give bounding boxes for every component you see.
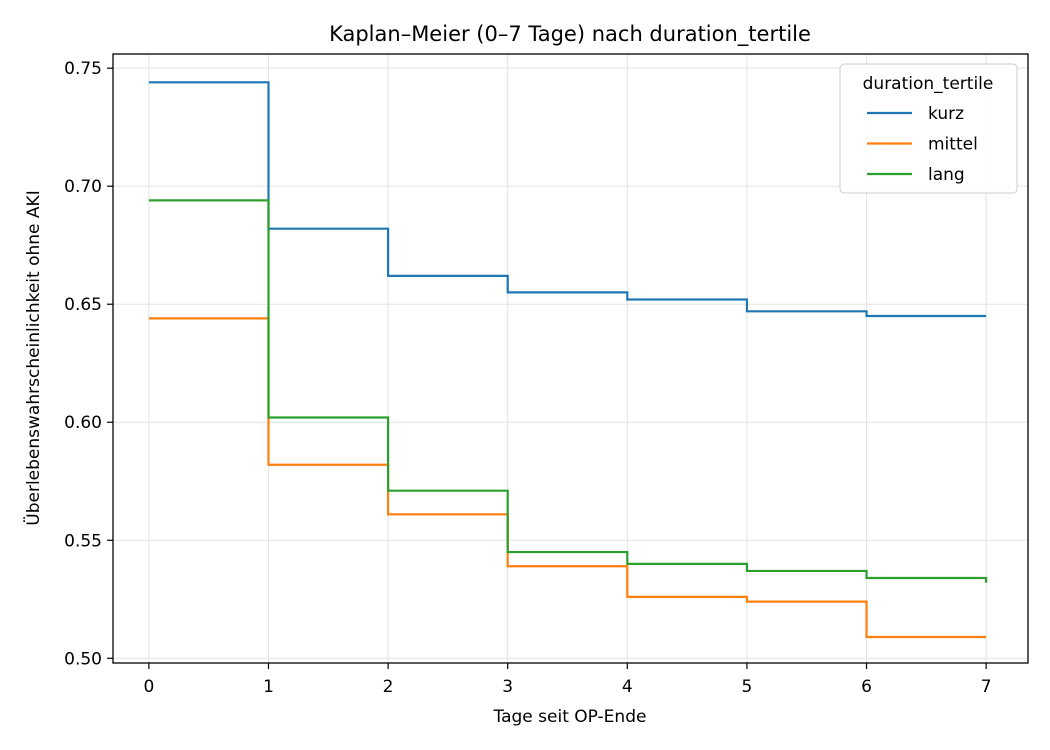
x-axis-label: Tage seit OP-Ende xyxy=(493,707,647,727)
x-tick-label: 5 xyxy=(742,677,753,697)
legend-label-mittel: mittel xyxy=(928,135,978,155)
x-tick-label: 2 xyxy=(383,677,394,697)
x-tick-label: 0 xyxy=(143,677,154,697)
y-tick-label: 0.70 xyxy=(64,177,102,197)
chart-title: Kaplan–Meier (0–7 Tage) nach duration_te… xyxy=(329,22,811,47)
legend: duration_tertile kurz mittel lang xyxy=(839,63,1018,194)
y-tick-label: 0.55 xyxy=(64,531,102,551)
series-line-mittel xyxy=(148,317,987,639)
x-tick-label: 4 xyxy=(622,677,633,697)
y-tick-label: 0.50 xyxy=(64,649,102,669)
x-tick-label: 6 xyxy=(861,677,872,697)
legend-label-lang: lang xyxy=(928,165,965,185)
legend-label-kurz: kurz xyxy=(928,104,964,124)
y-axis: 0.50 0.55 0.60 0.65 0.70 0.75 xyxy=(64,59,113,669)
series-line-kurz xyxy=(148,81,987,318)
x-tick-label: 1 xyxy=(263,677,274,697)
y-axis-label: Überlebenswahrscheinlichkeit ohne AKI xyxy=(22,190,44,525)
y-tick-label: 0.65 xyxy=(64,295,102,315)
plot-frame xyxy=(112,53,1029,664)
x-tick-label: 3 xyxy=(502,677,513,697)
x-tick-label: 7 xyxy=(981,677,992,697)
legend-title: duration_tertile xyxy=(863,74,994,94)
y-tick-label: 0.75 xyxy=(64,59,102,79)
series-line-lang xyxy=(148,199,988,583)
series-lines xyxy=(148,81,988,639)
legend-box xyxy=(839,63,1018,194)
x-axis: 0 1 2 3 4 5 6 7 xyxy=(143,663,992,697)
y-tick-label: 0.60 xyxy=(64,413,102,433)
